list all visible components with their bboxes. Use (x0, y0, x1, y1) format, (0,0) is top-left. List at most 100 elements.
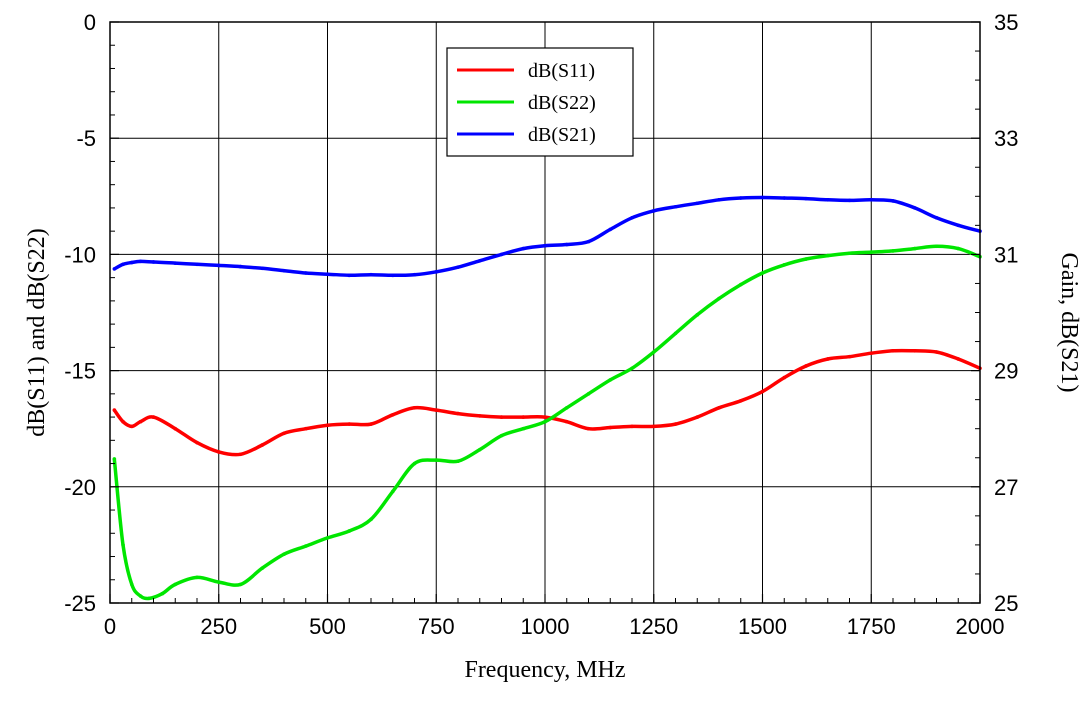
data-point-dbs11 (456, 412, 460, 416)
data-point-dbs22 (761, 271, 765, 275)
data-point-dbs21 (565, 243, 569, 247)
data-point-dbs11 (500, 415, 504, 419)
data-point-dbs21 (956, 224, 960, 228)
y-left-tick-label: -15 (64, 359, 96, 384)
legend: dB(S11) dB(S22) dB(S21) (447, 48, 633, 156)
data-point-dbs22 (239, 583, 243, 587)
y-right-tick-label: 31 (994, 242, 1018, 267)
data-point-dbs22 (130, 583, 134, 587)
data-point-dbs22 (304, 544, 308, 548)
legend-label-s21: dB(S21) (528, 124, 596, 146)
data-point-dbs22 (891, 249, 895, 253)
data-point-dbs22 (935, 244, 939, 248)
data-point-dbs22 (804, 257, 808, 261)
data-point-dbs11 (826, 357, 830, 361)
data-point-dbs21 (130, 261, 134, 265)
data-point-dbs11 (369, 422, 373, 426)
data-point-dbs21 (652, 209, 656, 213)
data-point-dbs22 (260, 566, 264, 570)
data-point-dbs22 (652, 350, 656, 354)
y-right-axis-title: Gain, dB(S21) (1056, 253, 1082, 393)
data-point-dbs11 (695, 415, 699, 419)
data-point-dbs11 (848, 355, 852, 359)
y-right-tick-label: 27 (994, 475, 1018, 500)
data-point-dbs11 (521, 415, 525, 419)
data-point-dbs11 (282, 432, 286, 436)
data-point-dbs11 (139, 420, 143, 424)
data-point-dbs11 (130, 425, 134, 429)
data-point-dbs21 (478, 259, 482, 263)
data-point-dbs11 (652, 425, 656, 429)
data-point-dbs22 (413, 462, 417, 466)
x-tick-label: 1500 (738, 614, 787, 639)
legend-label-s11: dB(S11) (528, 60, 595, 82)
data-point-dbs21 (695, 201, 699, 205)
data-point-dbs11 (630, 425, 634, 429)
data-point-dbs22 (630, 366, 634, 370)
data-point-dbs21 (717, 198, 721, 202)
x-tick-label: 0 (104, 614, 116, 639)
data-point-dbs11 (260, 443, 264, 447)
data-point-dbs21 (848, 199, 852, 203)
data-point-dbs22 (587, 392, 591, 396)
data-point-dbs21 (891, 199, 895, 203)
data-point-dbs11 (565, 420, 569, 424)
data-point-dbs22 (113, 457, 117, 461)
data-point-dbs22 (521, 427, 525, 431)
data-point-dbs22 (434, 458, 438, 462)
data-point-dbs21 (804, 197, 808, 201)
data-point-dbs21 (304, 271, 308, 275)
data-point-dbs11 (478, 414, 482, 418)
data-point-dbs11 (173, 427, 177, 431)
data-point-dbs22 (347, 529, 351, 533)
data-point-dbs11 (935, 350, 939, 354)
data-point-dbs11 (347, 422, 351, 426)
data-point-dbs11 (217, 450, 221, 454)
y-left-tick-label: -10 (64, 242, 96, 267)
x-tick-label: 1250 (629, 614, 678, 639)
y-left-tick-label: 0 (84, 10, 96, 35)
data-point-dbs21 (173, 261, 177, 265)
x-tick-label: 1750 (847, 614, 896, 639)
y-left-tick-label: -5 (76, 126, 96, 151)
data-point-dbs21 (113, 267, 117, 271)
data-point-dbs21 (217, 264, 221, 268)
data-point-dbs22 (121, 543, 125, 547)
data-point-dbs22 (369, 518, 373, 522)
data-point-dbs22 (782, 263, 786, 267)
data-point-dbs22 (848, 251, 852, 255)
data-point-dbs22 (195, 576, 199, 580)
data-point-dbs21 (630, 216, 634, 220)
data-point-dbs22 (913, 247, 917, 251)
data-point-dbs21 (282, 269, 286, 273)
data-point-dbs22 (147, 597, 151, 601)
data-point-dbs21 (347, 274, 351, 278)
data-point-dbs22 (543, 420, 547, 424)
legend-label-s22: dB(S22) (528, 92, 596, 114)
data-point-dbs21 (543, 244, 547, 248)
data-point-dbs21 (782, 196, 786, 200)
y-right-tick-label: 25 (994, 591, 1018, 616)
data-point-dbs22 (478, 448, 482, 452)
data-point-dbs21 (434, 270, 438, 274)
data-point-dbs11 (717, 406, 721, 410)
data-point-dbs21 (139, 260, 143, 264)
data-point-dbs22 (217, 580, 221, 584)
data-point-dbs11 (608, 426, 612, 430)
series-line-dbs22 (114, 246, 980, 598)
data-point-dbs22 (869, 250, 873, 254)
x-tick-label: 500 (309, 614, 346, 639)
y-left-tick-label: -20 (64, 475, 96, 500)
data-point-dbs21 (935, 216, 939, 220)
series-line-dbs21 (114, 198, 980, 276)
data-point-dbs11 (869, 351, 873, 355)
series-line-dbs11 (114, 351, 980, 455)
data-point-dbs11 (891, 349, 895, 353)
data-point-dbs11 (587, 427, 591, 431)
data-point-dbs21 (608, 228, 612, 232)
data-point-dbs11 (956, 357, 960, 361)
x-tick-label: 750 (418, 614, 455, 639)
data-point-dbs21 (413, 273, 417, 277)
data-point-dbs21 (521, 247, 525, 251)
